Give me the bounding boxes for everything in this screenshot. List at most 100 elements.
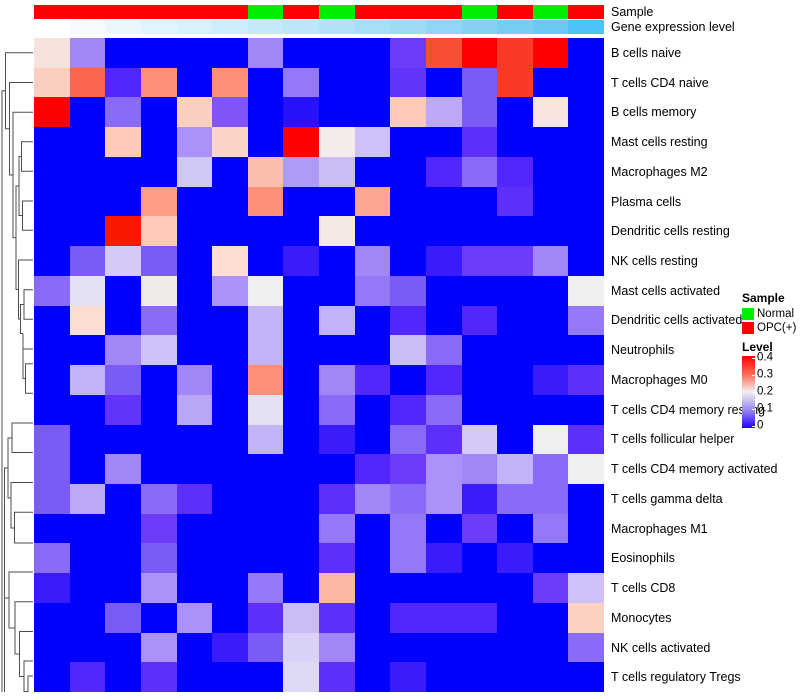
dendrogram-branch <box>9 572 14 598</box>
heatmap-cell <box>105 573 141 603</box>
heatmap-row <box>34 424 604 455</box>
heatmap-cell <box>461 632 498 663</box>
heatmap-cell <box>532 246 569 276</box>
heatmap-cell <box>319 156 355 187</box>
heatmap-cell <box>212 424 248 455</box>
heatmap-cell <box>105 662 141 693</box>
row-label: Dendritic cells resting <box>611 224 730 239</box>
heatmap-cell <box>105 632 141 663</box>
heatmap-cell <box>283 335 319 366</box>
heatmap-row <box>34 543 604 574</box>
heatmap-cell <box>532 513 569 544</box>
heatmap-cell <box>532 602 569 633</box>
heatmap-cell <box>390 216 426 247</box>
dendrogram-branch <box>28 692 33 693</box>
heatmap-row <box>34 454 604 485</box>
heatmap-cell <box>283 186 319 217</box>
heatmap-cell <box>247 394 284 425</box>
sample-annotation-cell <box>105 5 141 19</box>
heatmap-cell <box>354 127 391 157</box>
heatmap-cell <box>425 186 462 217</box>
heatmap-cell <box>283 424 319 455</box>
heatmap-cell <box>319 216 355 247</box>
heatmap-cell <box>354 573 391 603</box>
heatmap-cell <box>354 602 391 633</box>
heatmap-cell <box>283 513 319 544</box>
dendrogram-branch <box>10 83 34 129</box>
heatmap-cell <box>497 454 533 485</box>
dendrogram-branch <box>2 91 6 396</box>
heatmap-cell <box>69 662 106 693</box>
heatmap-cell <box>568 513 604 544</box>
heatmap-cell <box>461 246 498 276</box>
heatmap-cell <box>283 632 319 663</box>
heatmap-cell <box>69 246 106 276</box>
heatmap-cell <box>319 543 355 574</box>
heatmap-cell <box>568 186 604 217</box>
dendrogram-branch <box>9 598 15 628</box>
heatmap-grid <box>34 38 604 693</box>
heatmap-cell <box>105 424 141 455</box>
row-label: Plasma cells <box>611 194 682 209</box>
heatmap-cell <box>140 156 177 187</box>
heatmap-cell <box>568 97 604 128</box>
heatmap-cell <box>105 216 141 247</box>
heatmap-cell <box>34 543 70 574</box>
heatmap-cell <box>390 38 426 68</box>
row-dendrogram <box>0 38 34 692</box>
heatmap-cell <box>354 216 391 247</box>
heatmap-cell <box>34 454 70 485</box>
heatmap-cell <box>568 662 604 693</box>
heatmap-cell <box>568 573 604 603</box>
heatmap-cell <box>212 602 248 633</box>
heatmap-cell <box>568 275 604 306</box>
dendrogram-branch <box>23 334 26 379</box>
heatmap-cell <box>425 305 462 336</box>
heatmap-cell <box>212 454 248 485</box>
heatmap-cell <box>34 67 70 98</box>
heatmap-cell <box>69 602 106 633</box>
row-label: T cells CD4 memory resting <box>611 402 765 417</box>
sample-annotation-label: Sample <box>611 5 654 19</box>
heatmap-cell <box>247 632 284 663</box>
sample-annotation-cell <box>461 5 498 19</box>
heatmap-cell <box>176 632 213 663</box>
heatmap-cell <box>283 97 319 128</box>
heatmap-row <box>34 38 604 68</box>
heatmap-cell <box>69 67 106 98</box>
heatmap-cell <box>176 365 213 395</box>
dendrogram-branch <box>21 305 25 320</box>
dendrogram-branch <box>15 512 34 528</box>
heatmap-cell <box>212 97 248 128</box>
dendrogram-branch <box>15 602 33 628</box>
heatmap-cell <box>69 484 106 514</box>
heatmap-cell <box>34 38 70 68</box>
heatmap-cell <box>140 602 177 633</box>
heatmap-cell <box>319 513 355 544</box>
heatmap-cell <box>69 186 106 217</box>
heatmap-cell <box>176 394 213 425</box>
row-label: T cells follicular helper <box>611 432 735 447</box>
heatmap-cell <box>354 156 391 187</box>
heatmap-cell <box>319 127 355 157</box>
heatmap-cell <box>176 662 213 693</box>
heatmap-cell <box>319 38 355 68</box>
heatmap-cell <box>532 573 569 603</box>
heatmap-cell <box>247 38 284 68</box>
heatmap-cell <box>568 335 604 366</box>
heatmap-cell <box>461 156 498 187</box>
heatmap-row <box>34 275 604 306</box>
heatmap-cell <box>247 246 284 276</box>
heatmap-cell <box>69 394 106 425</box>
heatmap-cell <box>568 38 604 68</box>
legend-sample-entry: Normal <box>742 307 800 320</box>
dendrogram-branch <box>8 468 11 498</box>
heatmap-cell <box>34 156 70 187</box>
dendrogram-branch <box>2 396 5 693</box>
legend-tick-mark <box>752 358 755 359</box>
sample-annotation-cell <box>34 5 70 19</box>
heatmap-cell <box>497 424 533 455</box>
heatmap-cell <box>497 97 533 128</box>
heatmap-row <box>34 365 604 395</box>
heatmap-cell <box>532 67 569 98</box>
